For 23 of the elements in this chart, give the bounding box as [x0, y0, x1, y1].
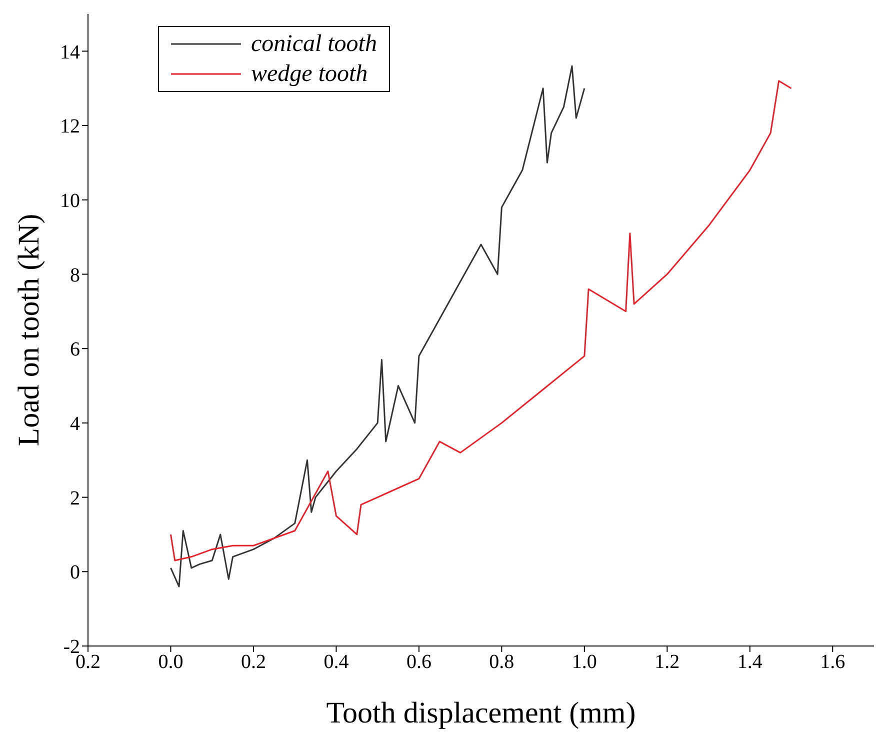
x-tick-label: 0.8 [489, 651, 514, 674]
y-tick-label: 2 [70, 487, 80, 510]
y-tick-label: 0 [70, 562, 80, 584]
x-tick-label: 0.2 [76, 651, 100, 674]
y-tick-label: 10 [60, 190, 80, 212]
legend-label: wedge tooth [251, 60, 368, 89]
y-tick-label: 12 [60, 116, 80, 138]
x-tick-label: 1.2 [654, 651, 680, 674]
y-axis-title: Load on tooth (kN) [12, 214, 46, 446]
x-tick-label: 1.6 [820, 651, 846, 674]
y-tick-label: 8 [70, 264, 80, 286]
x-tick-label: 0.6 [406, 651, 432, 674]
x-tick-label: 0.0 [158, 651, 184, 674]
x-tick-label: 1.0 [572, 651, 597, 674]
x-tick-label: 1.4 [737, 651, 762, 674]
x-tick-label: 0.2 [240, 651, 266, 674]
x-axis-title: Tooth displacement (mm) [326, 696, 636, 730]
line-series [170, 65, 586, 588]
x-tick-label: 0.4 [324, 651, 349, 674]
y-tick-label: 14 [60, 41, 80, 64]
y-tick-label: 4 [70, 413, 80, 436]
y-tick-label: 6 [70, 338, 80, 361]
legend-label: conical tooth [251, 30, 377, 59]
